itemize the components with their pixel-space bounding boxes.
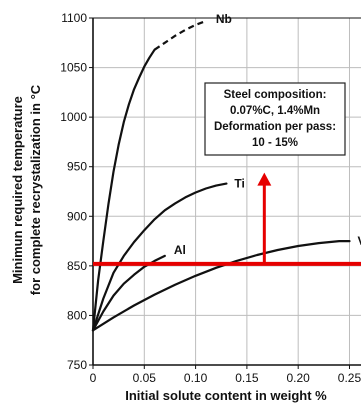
x-tick-label: 0	[90, 371, 97, 385]
highlight-layer	[93, 172, 361, 266]
y-tick-label: 850	[67, 259, 87, 273]
x-tick-label: 0.15	[235, 371, 259, 385]
x-tick-label: 0.20	[287, 371, 311, 385]
x-axis-title: Initial solute content in weight %	[125, 388, 327, 403]
y-axis-title-line-2: for complete recrystalization in °C	[28, 84, 43, 295]
x-tick-label: 0.25	[338, 371, 361, 385]
series-label-al: Al	[174, 243, 186, 257]
ticks: 750 800 850 900 950 1000 1050 1100 0 0.05 0.10 0.15…	[60, 11, 361, 385]
annotation-line-4: 10 - 15%	[252, 137, 298, 149]
series-label-v: V	[357, 234, 361, 248]
y-tick-label: 800	[67, 308, 87, 322]
series-label-nb: Nb	[216, 12, 232, 26]
annotation-line-3: Deformation per pass:	[214, 121, 336, 133]
series-label-ti: Ti	[234, 177, 244, 191]
highlight-arrow-head	[257, 172, 272, 186]
annotation-box: Steel composition: 0.07%C, 1.4%Mn Deform…	[204, 82, 346, 156]
series-layer	[91, 19, 351, 332]
x-tick-label: 0.10	[184, 371, 208, 385]
y-tick-label: 950	[67, 160, 87, 174]
annotation-box-border	[204, 82, 346, 156]
series-line-nb-dashed	[153, 19, 207, 51]
y-tick-label: 1100	[61, 11, 87, 25]
grid	[93, 18, 361, 365]
y-tick-label: 750	[67, 358, 87, 372]
annotation-line-2: 0.07%C, 1.4%Mn	[230, 105, 320, 117]
series-labels: Nb Ti Al V	[174, 12, 361, 257]
series-line-al	[91, 254, 166, 332]
series-line-ti	[91, 182, 228, 332]
y-tick-label: 1000	[60, 110, 87, 124]
x-tick-label: 0.05	[133, 371, 157, 385]
axes	[92, 17, 361, 366]
series-line-v	[91, 240, 351, 332]
annotation-line-1: Steel composition:	[224, 89, 327, 101]
y-axis-title-line-1: Minimun required temperature	[10, 96, 25, 284]
y-tick-label: 900	[67, 209, 87, 223]
series-line-nb	[91, 48, 156, 332]
y-tick-label: 1050	[60, 61, 87, 75]
